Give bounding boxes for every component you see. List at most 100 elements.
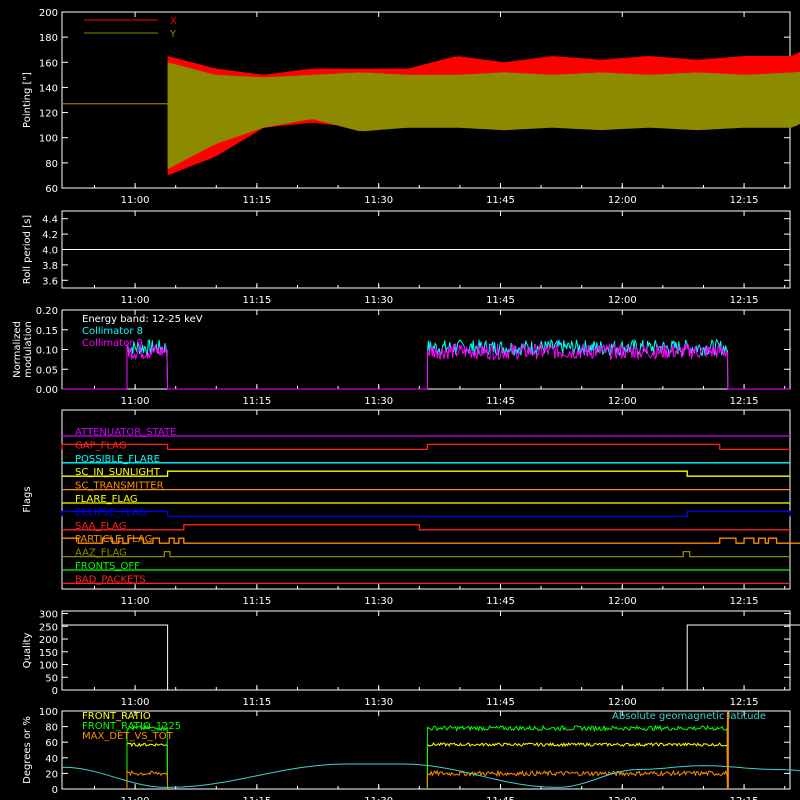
y-tick-label: 200: [39, 8, 58, 19]
energy-band-label: Energy band: 12-25 keV: [82, 314, 203, 325]
panel-3: 11:00 11:15 11:30 11:45 12:00 12:15 Normalized…: [12, 306, 791, 407]
y-tick-label: 4.2: [42, 230, 58, 241]
y-tick-label: 100: [39, 661, 58, 672]
x-tick-label: 11:15: [242, 396, 271, 407]
y-tick-label: 0: [52, 686, 58, 697]
y-tick-label: 60: [45, 184, 58, 195]
x-tick-label: 11:30: [364, 295, 393, 306]
x-tick-label: 12:00: [608, 596, 637, 607]
x-tick-label: 12:15: [730, 796, 759, 800]
y-tick-label: 150: [39, 648, 58, 659]
x-tick-label: 12:00: [608, 195, 637, 206]
legend-geomagnetic-latitude: Absolute geomagnetic latitude: [612, 711, 766, 722]
y-tick-label: 0: [52, 785, 58, 796]
y-tick-label: 250: [39, 622, 58, 633]
flag-label-eclipse-flag: ECLIPSE_FLAG: [75, 507, 146, 518]
panel-frame: [61, 710, 791, 790]
flag-trace-eclipse-flag: [61, 510, 791, 518]
x-tick-label: 11:00: [121, 295, 150, 306]
y-tick-label: 0.05: [36, 365, 58, 376]
legend-label-y: Y: [169, 29, 177, 40]
x-tick-label: 12:15: [730, 596, 759, 607]
x-tick-label: 11:30: [364, 195, 393, 206]
y-tick-label: 180: [39, 33, 58, 44]
y-axis-label: Pointing ["]: [22, 72, 33, 128]
y-tick-label: 300: [39, 610, 58, 621]
x-tick-label: 11:45: [486, 195, 515, 206]
x-tick-label: 11:30: [364, 596, 393, 607]
legend-front-ratio-1225: FRONT_RATIO_1225: [82, 721, 181, 732]
y-tick-label: 200: [39, 635, 58, 646]
flag-label-fronts-off: FRONTS_OFF: [75, 561, 140, 572]
x-tick-label: 11:00: [121, 195, 150, 206]
x-tick-label: 12:00: [608, 396, 637, 407]
ratio-series-front-ratio-1225: [126, 724, 169, 790]
x-tick-label: 12:15: [730, 396, 759, 407]
y-tick-label: 40: [45, 754, 58, 765]
flag-trace-particle-flag: [62, 537, 800, 544]
geomagnetic-latitude-line: [61, 763, 800, 788]
x-tick-label: 11:45: [486, 697, 515, 708]
x-tick-label: 12:15: [730, 697, 759, 708]
y-axis-label: Normalizedmodulation: [12, 321, 34, 378]
legend-label-x: X: [170, 16, 177, 27]
y-tick-label: 100: [39, 134, 58, 145]
x-tick-label: 11:15: [242, 697, 271, 708]
y-tick-label: 80: [45, 723, 58, 734]
x-tick-label: 11:00: [121, 596, 150, 607]
y-axis-label: Roll period [s]: [22, 215, 33, 284]
x-tick-label: 11:45: [486, 796, 515, 800]
legend-max-det-vs-tot: MAX_DET_VS_TOT: [82, 731, 174, 742]
flag-trace-sc-in-sunlight: [62, 470, 790, 477]
y-tick-label: 0.15: [36, 326, 58, 337]
y-tick-label: 0.00: [36, 385, 58, 396]
flag-label-particle-flag: PARTICLE_FLAG: [75, 534, 152, 545]
flag-label-possible-flare: POSSIBLE_FLARE: [75, 454, 160, 465]
flag-label-gap-flag: GAP_FLAG: [75, 440, 127, 451]
y-axis-label: Quality: [22, 633, 33, 669]
ratio-series-front-ratio: [426, 741, 729, 790]
x-tick-label: 12:00: [608, 295, 637, 306]
x-tick-label: 11:45: [486, 295, 515, 306]
y-tick-label: 100: [39, 707, 58, 718]
x-tick-label: 11:15: [242, 295, 271, 306]
ratio-series-front-ratio: [126, 742, 169, 790]
x-tick-label: 11:15: [242, 596, 271, 607]
quality-line: [62, 624, 800, 691]
y-tick-label: 80: [45, 159, 58, 170]
modulation-series-9: [62, 342, 790, 390]
x-tick-label: 11:15: [242, 796, 271, 800]
panel-5: 11:00 11:15 11:30 11:45 12:00 12:15 Quality 0 50…: [22, 610, 800, 708]
panel-2: 11:00 11:15 11:30 11:45 12:00 12:15 Roll perio…: [22, 210, 791, 306]
panel-1: 11:00 11:15 11:30 11:45 12:00 12:15 Pointing […: [22, 8, 800, 206]
flag-label-flare-flag: FLARE_FLAG: [75, 494, 138, 505]
flag-label-aaz-flag: AAZ_FLAG: [75, 548, 127, 559]
y-tick-label: 0.20: [36, 306, 58, 317]
y-tick-label: 4.0: [42, 246, 58, 257]
y-axis-label-line2: modulation: [23, 321, 34, 378]
y-tick-label: 160: [39, 58, 58, 69]
x-tick-label: 11:30: [364, 697, 393, 708]
y-tick-label: 3.6: [42, 276, 58, 287]
flag-trace-saa-flag: [62, 524, 790, 531]
flag-label-bad-packets: BAD_PACKETS: [75, 574, 146, 585]
x-tick-label: 12:15: [730, 195, 759, 206]
legend-collimator-9: Collimator 9: [82, 338, 143, 349]
flag-label-attenuator-state: ATTENUATOR_STATE: [75, 427, 176, 438]
ratio-series-front-ratio-1225: [426, 724, 729, 790]
panel-6: 11:00 11:15 11:30 11:45 12:00 12:15 Degrees or…: [22, 707, 800, 800]
pointing-band-y: [167, 62, 800, 170]
y-tick-label: 140: [39, 83, 58, 94]
flag-label-saa-flag: SAA_FLAG: [75, 521, 126, 532]
y-axis-label: Flags: [22, 486, 33, 512]
y-axis-label-line1: Normalized: [12, 321, 23, 378]
x-tick-label: 11:15: [242, 195, 271, 206]
y-tick-label: 4.4: [42, 215, 58, 226]
y-tick-label: 120: [39, 109, 58, 120]
x-tick-label: 12:00: [608, 796, 637, 800]
legend-front-ratio: FRONT_RATIO: [82, 711, 151, 722]
x-tick-label: 11:30: [364, 396, 393, 407]
y-tick-label: 0.10: [36, 346, 58, 357]
ratio-series-max-det-vs-tot: [126, 770, 169, 790]
